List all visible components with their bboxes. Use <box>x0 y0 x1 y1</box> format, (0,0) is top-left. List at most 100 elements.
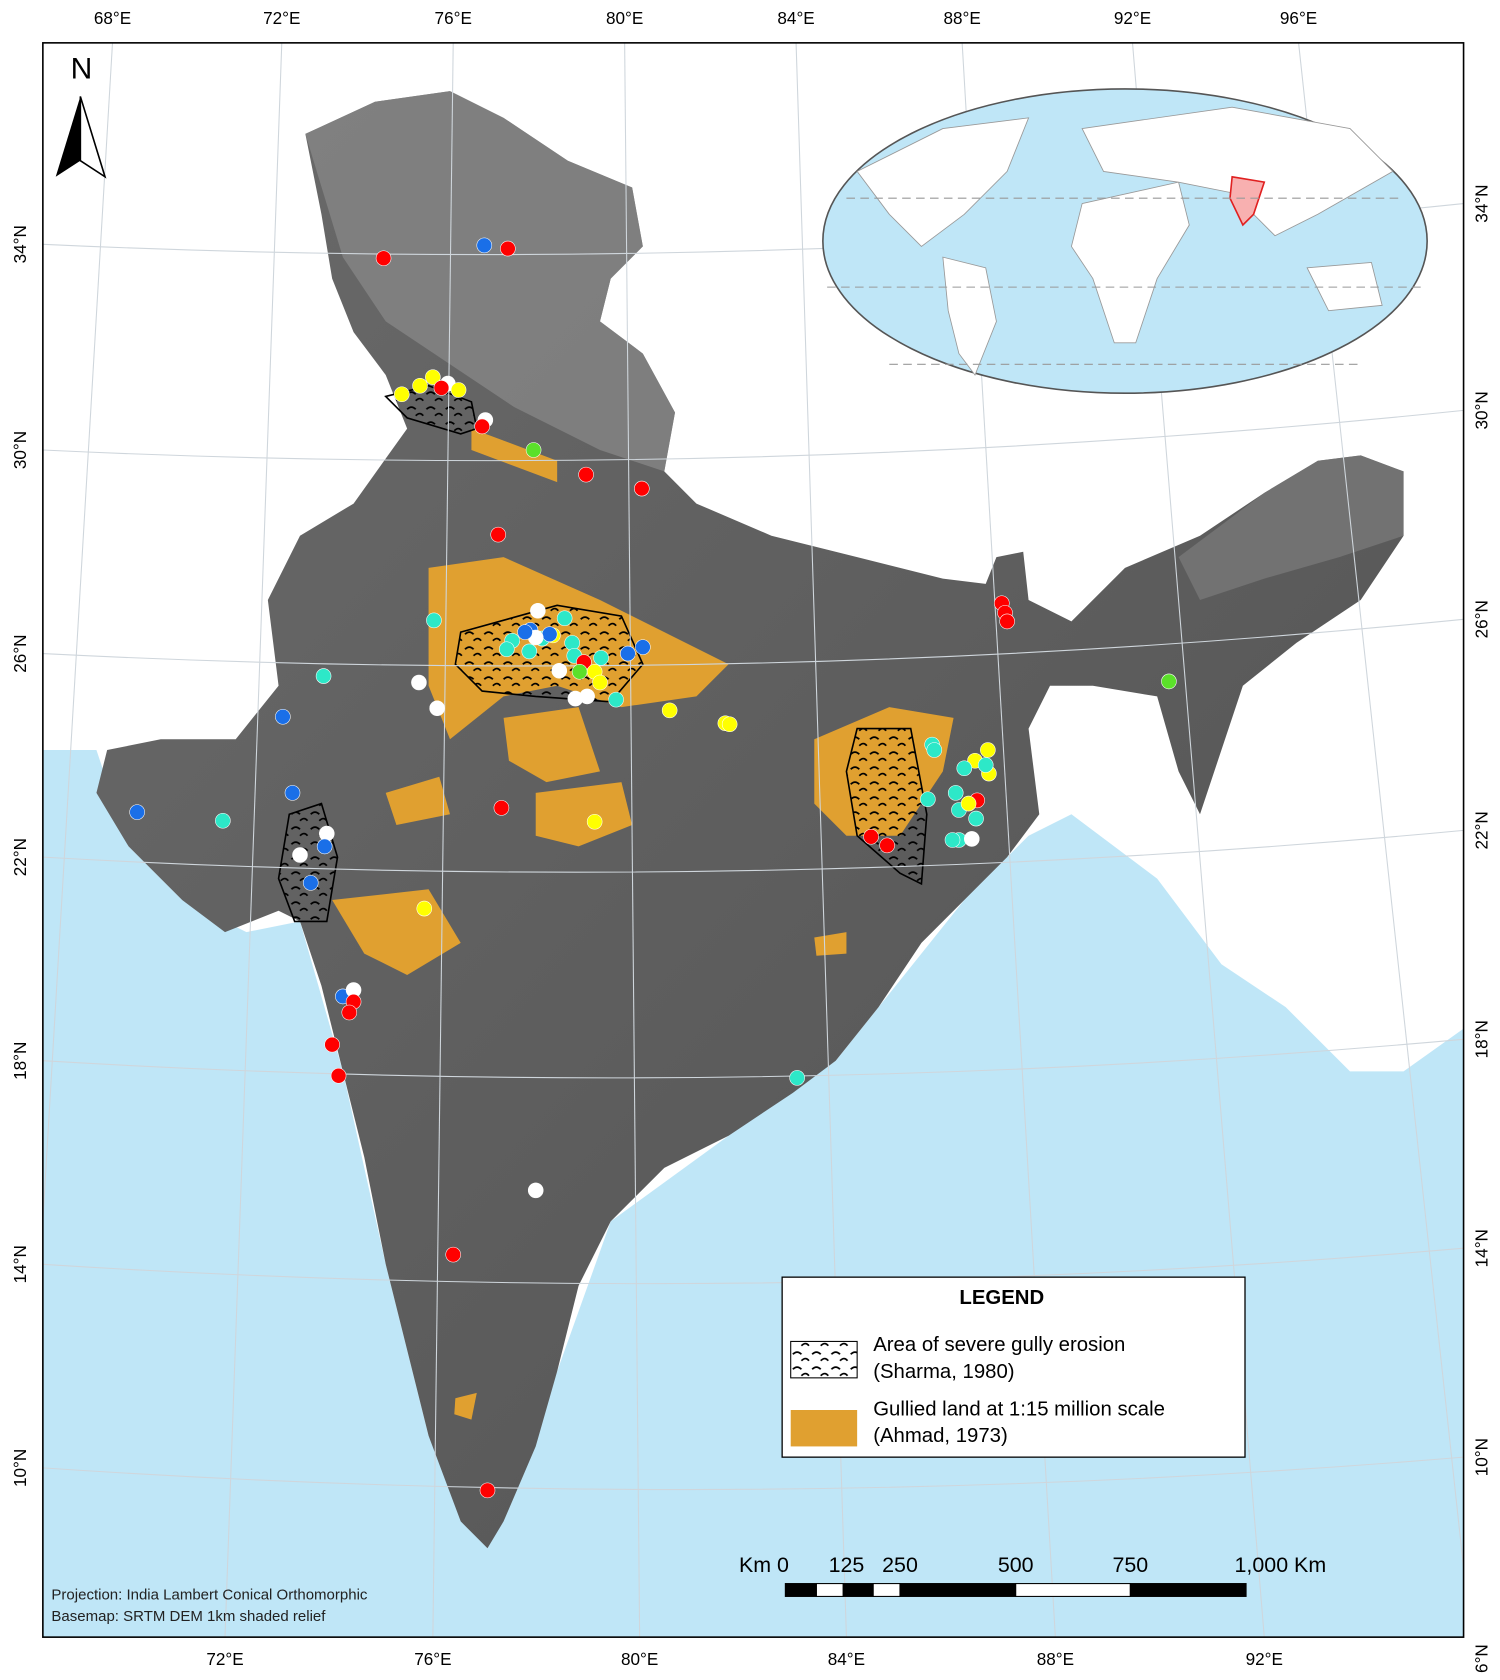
sample-sites <box>129 237 1177 1499</box>
lat-label: 26°N <box>10 634 30 672</box>
site-dot <box>476 237 493 254</box>
site-dot <box>129 804 145 820</box>
site-dot <box>721 716 738 733</box>
lat-label: 10°N <box>1471 1438 1491 1476</box>
graticule-labels: 68°E 72°E 76°E 80°E 84°E 88°E 92°E 96°E 72°E 76°E… <box>10 8 1491 1673</box>
lat-label: 26°N <box>1471 600 1491 638</box>
site-dot <box>977 757 994 773</box>
site-dot <box>411 674 427 691</box>
lat-label: 14°N <box>10 1245 30 1283</box>
site-dot <box>425 369 441 385</box>
legend-label: Area of severe gully erosion <box>873 1334 1125 1356</box>
lon-label: 92°E <box>1114 8 1151 28</box>
legend-label: (Ahmad, 1973) <box>873 1425 1008 1447</box>
lat-label: 30°N <box>1471 391 1491 429</box>
north-label: N <box>71 53 93 86</box>
site-dot <box>564 635 580 651</box>
scale-segment <box>784 1583 817 1597</box>
site-dot <box>433 380 450 396</box>
lat-label: 10°N <box>10 1449 30 1487</box>
site-dot <box>426 612 442 629</box>
scale-label: 750 <box>1112 1553 1148 1577</box>
note: Projection: India Lambert Conical Orthom… <box>51 1586 367 1603</box>
site-dot <box>499 641 515 658</box>
himalaya-relief <box>305 91 675 472</box>
site-dot <box>525 442 542 458</box>
site-dot <box>394 386 410 403</box>
site-dot <box>445 1246 461 1263</box>
site-dot <box>412 377 428 394</box>
map-body: N LEGEND Area of severe gully erosion (S… <box>42 42 1464 1638</box>
legend-title: LEGEND <box>959 1287 1044 1309</box>
site-dot <box>319 825 335 842</box>
scale-segment <box>842 1583 874 1597</box>
site-dot <box>316 838 333 855</box>
note: Basemap: SRTM DEM 1km shaded relief <box>51 1608 326 1625</box>
site-dot <box>579 688 595 705</box>
site-dot <box>474 418 490 435</box>
lon-label: 72°E <box>263 8 300 28</box>
map-frame <box>42 42 1465 1638</box>
north-arrow: N <box>55 53 107 179</box>
site-dot <box>586 814 603 830</box>
parallel <box>42 1247 1464 1285</box>
site-dot <box>330 1067 347 1084</box>
lon-label: 96°E <box>1280 8 1317 28</box>
site-dot <box>429 700 445 716</box>
site-dot <box>215 812 231 829</box>
lat-label: 14°N <box>1471 1229 1491 1267</box>
lon-label: 88°E <box>1037 1649 1074 1669</box>
site-dot <box>608 691 624 708</box>
site-dot <box>302 875 319 891</box>
site-dot <box>592 674 608 691</box>
site-dot <box>324 1036 340 1053</box>
lat-label: 34°N <box>10 225 30 263</box>
scale-label: 125 <box>829 1553 865 1577</box>
site-dot <box>490 526 506 543</box>
meridian <box>224 42 283 1638</box>
site-dot <box>956 760 973 776</box>
scale-label: Km 0 <box>739 1553 789 1577</box>
parallel <box>42 618 1464 667</box>
scale-segment <box>1015 1583 1131 1597</box>
site-dot <box>634 480 650 497</box>
parallel <box>42 409 1464 462</box>
lon-label: 84°E <box>828 1649 865 1669</box>
lon-label: 80°E <box>606 8 643 28</box>
lon-label: 84°E <box>777 8 814 28</box>
site-dot <box>944 832 961 848</box>
scale-label: 1,000 Km <box>1235 1553 1327 1577</box>
site-dot <box>571 664 588 680</box>
lon-label: 72°E <box>206 1649 243 1669</box>
site-dot <box>999 613 1015 630</box>
lon-label: 88°E <box>943 8 980 28</box>
lat-label: 6°N <box>1471 1644 1491 1673</box>
site-dot <box>789 1070 805 1086</box>
scale-segment <box>899 1583 1017 1597</box>
site-dot <box>920 791 936 808</box>
lat-label: 30°N <box>10 431 30 469</box>
site-dot <box>635 639 651 655</box>
legend-label: Gullied land at 1:15 million scale <box>873 1398 1165 1420</box>
lat-label: 18°N <box>10 1042 30 1080</box>
lat-label: 34°N <box>1471 184 1491 222</box>
parallel <box>42 1456 1464 1491</box>
site-dot <box>968 810 984 827</box>
meridian <box>432 42 454 1638</box>
site-dot <box>964 831 980 847</box>
site-dot <box>926 742 943 758</box>
site-dot <box>863 829 879 845</box>
site-dot <box>416 900 433 917</box>
scale-segment <box>1129 1583 1247 1597</box>
site-dot <box>879 837 895 854</box>
site-dot <box>527 1182 544 1199</box>
site-dot <box>341 1004 358 1021</box>
site-dot <box>556 610 573 626</box>
site-dot <box>493 800 510 816</box>
inset-globe <box>822 88 1428 395</box>
lon-label: 68°E <box>94 8 131 28</box>
site-dot <box>960 795 977 812</box>
site-dot <box>315 668 332 684</box>
india-landmass <box>96 91 1404 1549</box>
